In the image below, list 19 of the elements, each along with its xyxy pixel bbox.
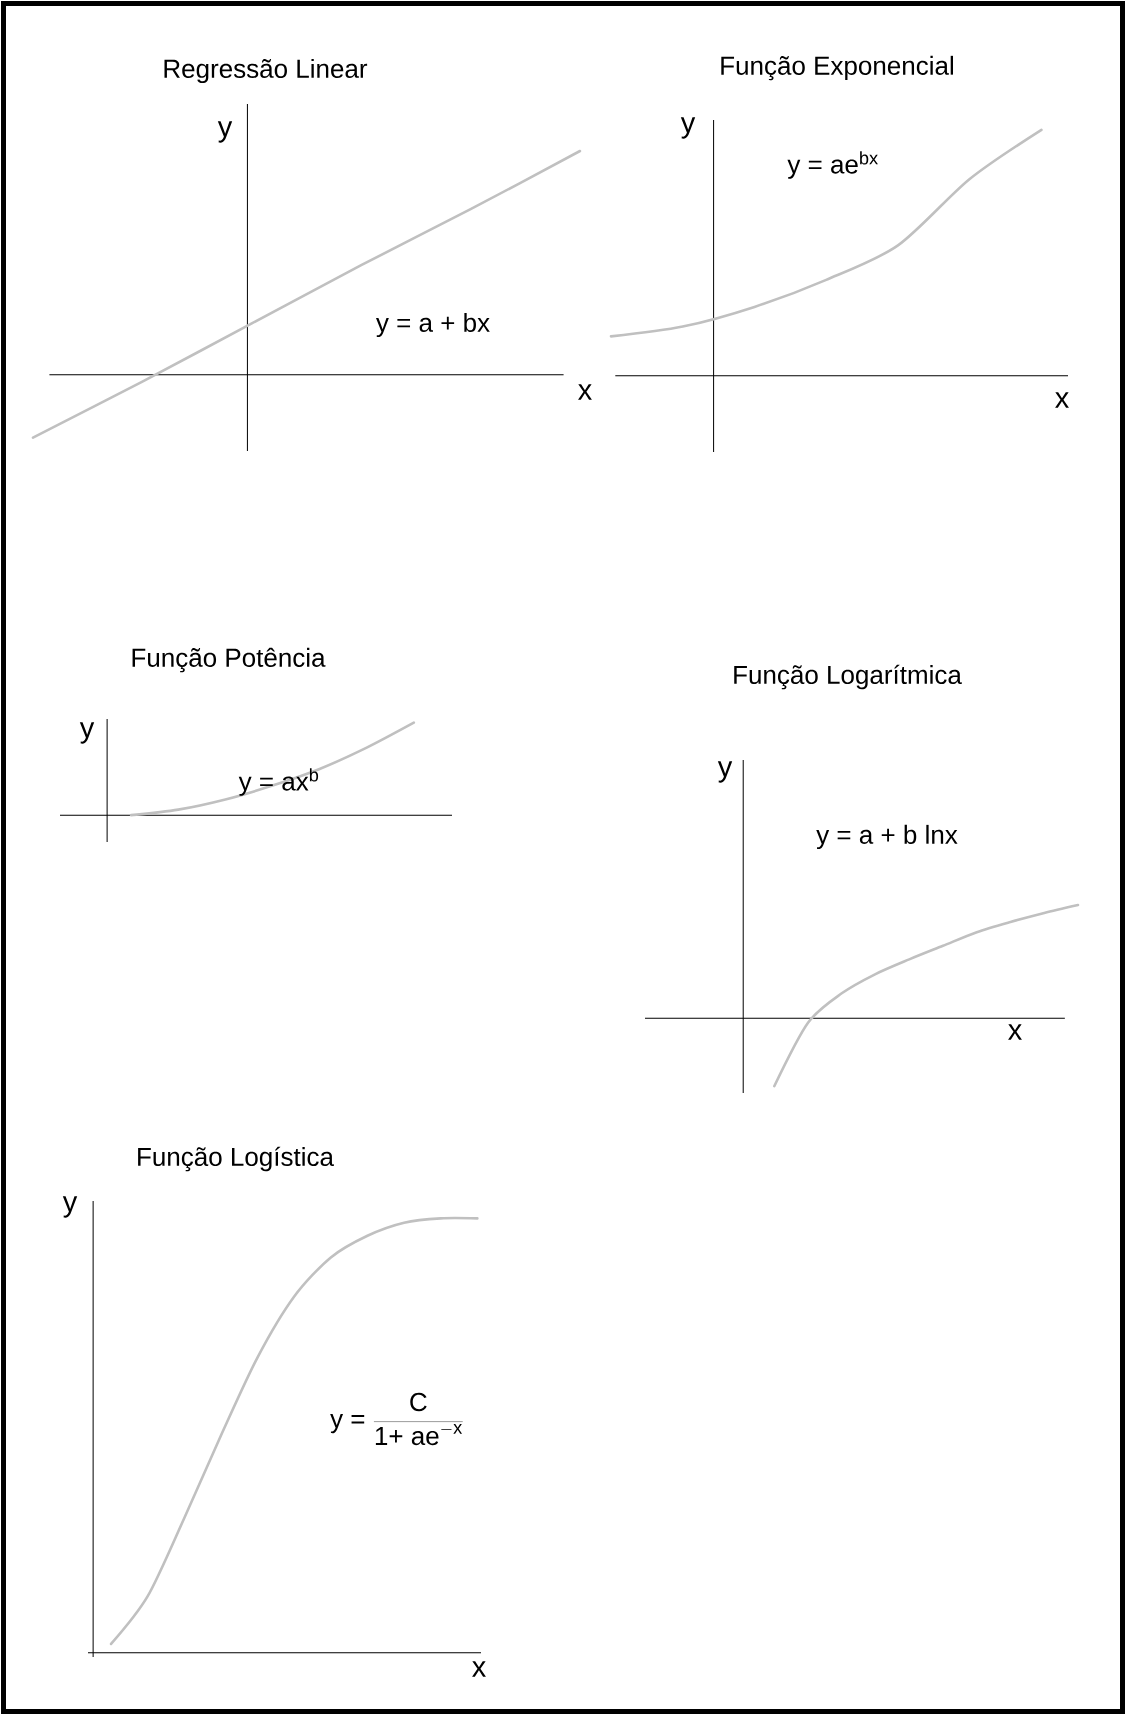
annotation: y = a + bx xyxy=(375,312,490,338)
y-axis-title: y xyxy=(680,117,696,139)
x-axis-title: x xyxy=(1055,392,1069,408)
y-axis-title: y xyxy=(217,121,233,143)
chart-title: Regressão Linear xyxy=(164,58,368,84)
annotation: $\mbox{y = }\frac{\mbox{C}}{\mbox{1+ ae}^{\mathrm{-x}}}$ xyxy=(330,1392,463,1446)
annotation: y = ax$^{b}$ xyxy=(238,768,319,796)
y-axis-title: y xyxy=(62,1196,78,1218)
chart-title: Função Exponencial xyxy=(721,55,953,81)
x-axis-title: x xyxy=(1008,1024,1022,1040)
chart-title: Função Logística xyxy=(138,1146,334,1172)
chart-title: Função Logarítmica xyxy=(734,664,962,690)
y-axis-title: y xyxy=(79,722,95,744)
chart-title: Função Potência xyxy=(132,647,326,673)
text: y = a + b lnx xyxy=(816,824,958,850)
x-axis-title: x xyxy=(578,384,592,400)
annotation: y = ae$^{bx}$ xyxy=(787,151,878,179)
y-axis-title: y xyxy=(717,761,733,783)
x-axis-title: x xyxy=(472,1661,486,1677)
